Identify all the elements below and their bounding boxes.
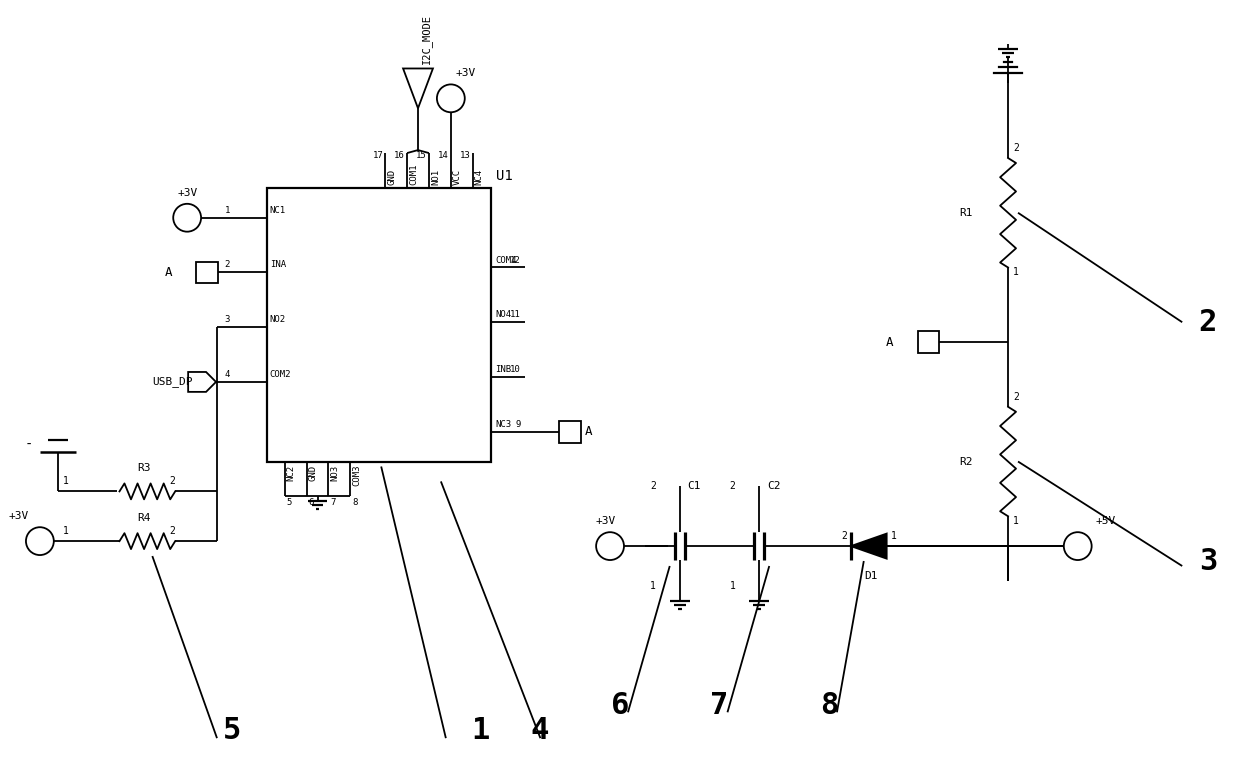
Text: GND: GND: [387, 168, 396, 185]
Text: 3: 3: [1199, 547, 1216, 575]
Text: 1: 1: [471, 716, 490, 745]
Text: NC2: NC2: [286, 464, 295, 481]
Text: 1: 1: [1013, 516, 1019, 526]
Text: 8: 8: [820, 691, 838, 721]
Text: R3: R3: [138, 464, 151, 474]
Text: 6: 6: [309, 498, 314, 508]
Text: 1: 1: [729, 581, 735, 591]
Text: 2: 2: [224, 261, 229, 269]
Text: 7: 7: [330, 498, 336, 508]
Text: INA: INA: [270, 261, 286, 269]
Text: 1: 1: [63, 477, 68, 487]
Text: +3V: +3V: [7, 511, 29, 521]
Text: 2: 2: [169, 526, 175, 536]
Text: 8: 8: [352, 498, 357, 508]
Text: 14: 14: [438, 151, 449, 160]
Text: A: A: [585, 425, 593, 438]
Text: +3V: +3V: [456, 68, 476, 78]
Text: R1: R1: [960, 208, 973, 218]
Text: NO2: NO2: [270, 315, 286, 325]
Text: NO1: NO1: [432, 168, 440, 185]
Text: A: A: [887, 335, 894, 348]
Text: COM1: COM1: [409, 163, 418, 185]
Text: 1: 1: [650, 581, 656, 591]
Text: R4: R4: [138, 513, 151, 523]
Text: A: A: [165, 266, 172, 279]
Text: 15: 15: [417, 151, 427, 160]
Text: COM2: COM2: [270, 370, 291, 379]
Text: 2: 2: [1199, 308, 1216, 337]
Text: D1: D1: [864, 571, 877, 581]
Text: 13: 13: [460, 151, 471, 160]
Text: COM3: COM3: [352, 464, 361, 486]
Text: 10: 10: [510, 365, 521, 374]
Text: INB: INB: [496, 365, 512, 374]
Text: 2: 2: [729, 481, 735, 491]
Text: COM4: COM4: [496, 255, 517, 265]
Bar: [196, 261, 218, 284]
Text: 1: 1: [63, 526, 68, 536]
Text: C2: C2: [768, 481, 781, 491]
Text: -: -: [25, 438, 33, 451]
Text: 1: 1: [890, 531, 897, 541]
Text: 2: 2: [1013, 143, 1019, 153]
Text: 5: 5: [223, 716, 241, 745]
Text: 12: 12: [510, 255, 521, 265]
Polygon shape: [851, 534, 887, 558]
Text: VCC: VCC: [453, 168, 461, 185]
Text: R2: R2: [960, 457, 973, 467]
Text: NO4: NO4: [496, 310, 512, 319]
Text: 2: 2: [1013, 392, 1019, 402]
Text: +3V: +3V: [595, 516, 615, 526]
Text: 3: 3: [224, 315, 229, 325]
Text: 4: 4: [224, 370, 229, 379]
Text: NC4: NC4: [475, 168, 484, 185]
Bar: [559, 421, 582, 443]
Text: 17: 17: [372, 151, 383, 160]
Text: NO3: NO3: [330, 464, 340, 481]
Text: +3V: +3V: [177, 188, 197, 198]
Text: 1: 1: [1013, 268, 1019, 278]
Text: 5: 5: [286, 498, 293, 508]
Bar: [267, 188, 491, 461]
Text: C1: C1: [688, 481, 701, 491]
Bar: [918, 331, 940, 353]
Text: U1: U1: [496, 169, 512, 183]
Text: 4: 4: [531, 716, 549, 745]
Text: 2: 2: [841, 531, 847, 541]
Text: 9: 9: [515, 420, 521, 428]
Text: 7: 7: [711, 691, 729, 721]
Text: 16: 16: [394, 151, 405, 160]
Text: USB_DP: USB_DP: [153, 377, 193, 388]
Text: NC1: NC1: [270, 206, 286, 215]
Text: GND: GND: [309, 464, 317, 481]
Text: 2: 2: [650, 481, 656, 491]
Text: 6: 6: [611, 691, 629, 721]
Text: +5V: +5V: [1096, 516, 1116, 526]
Text: 1: 1: [224, 206, 229, 215]
Text: I2C_MODE: I2C_MODE: [422, 14, 432, 64]
Text: 11: 11: [510, 310, 521, 319]
Text: NC3: NC3: [496, 420, 512, 428]
Text: 2: 2: [169, 477, 175, 487]
